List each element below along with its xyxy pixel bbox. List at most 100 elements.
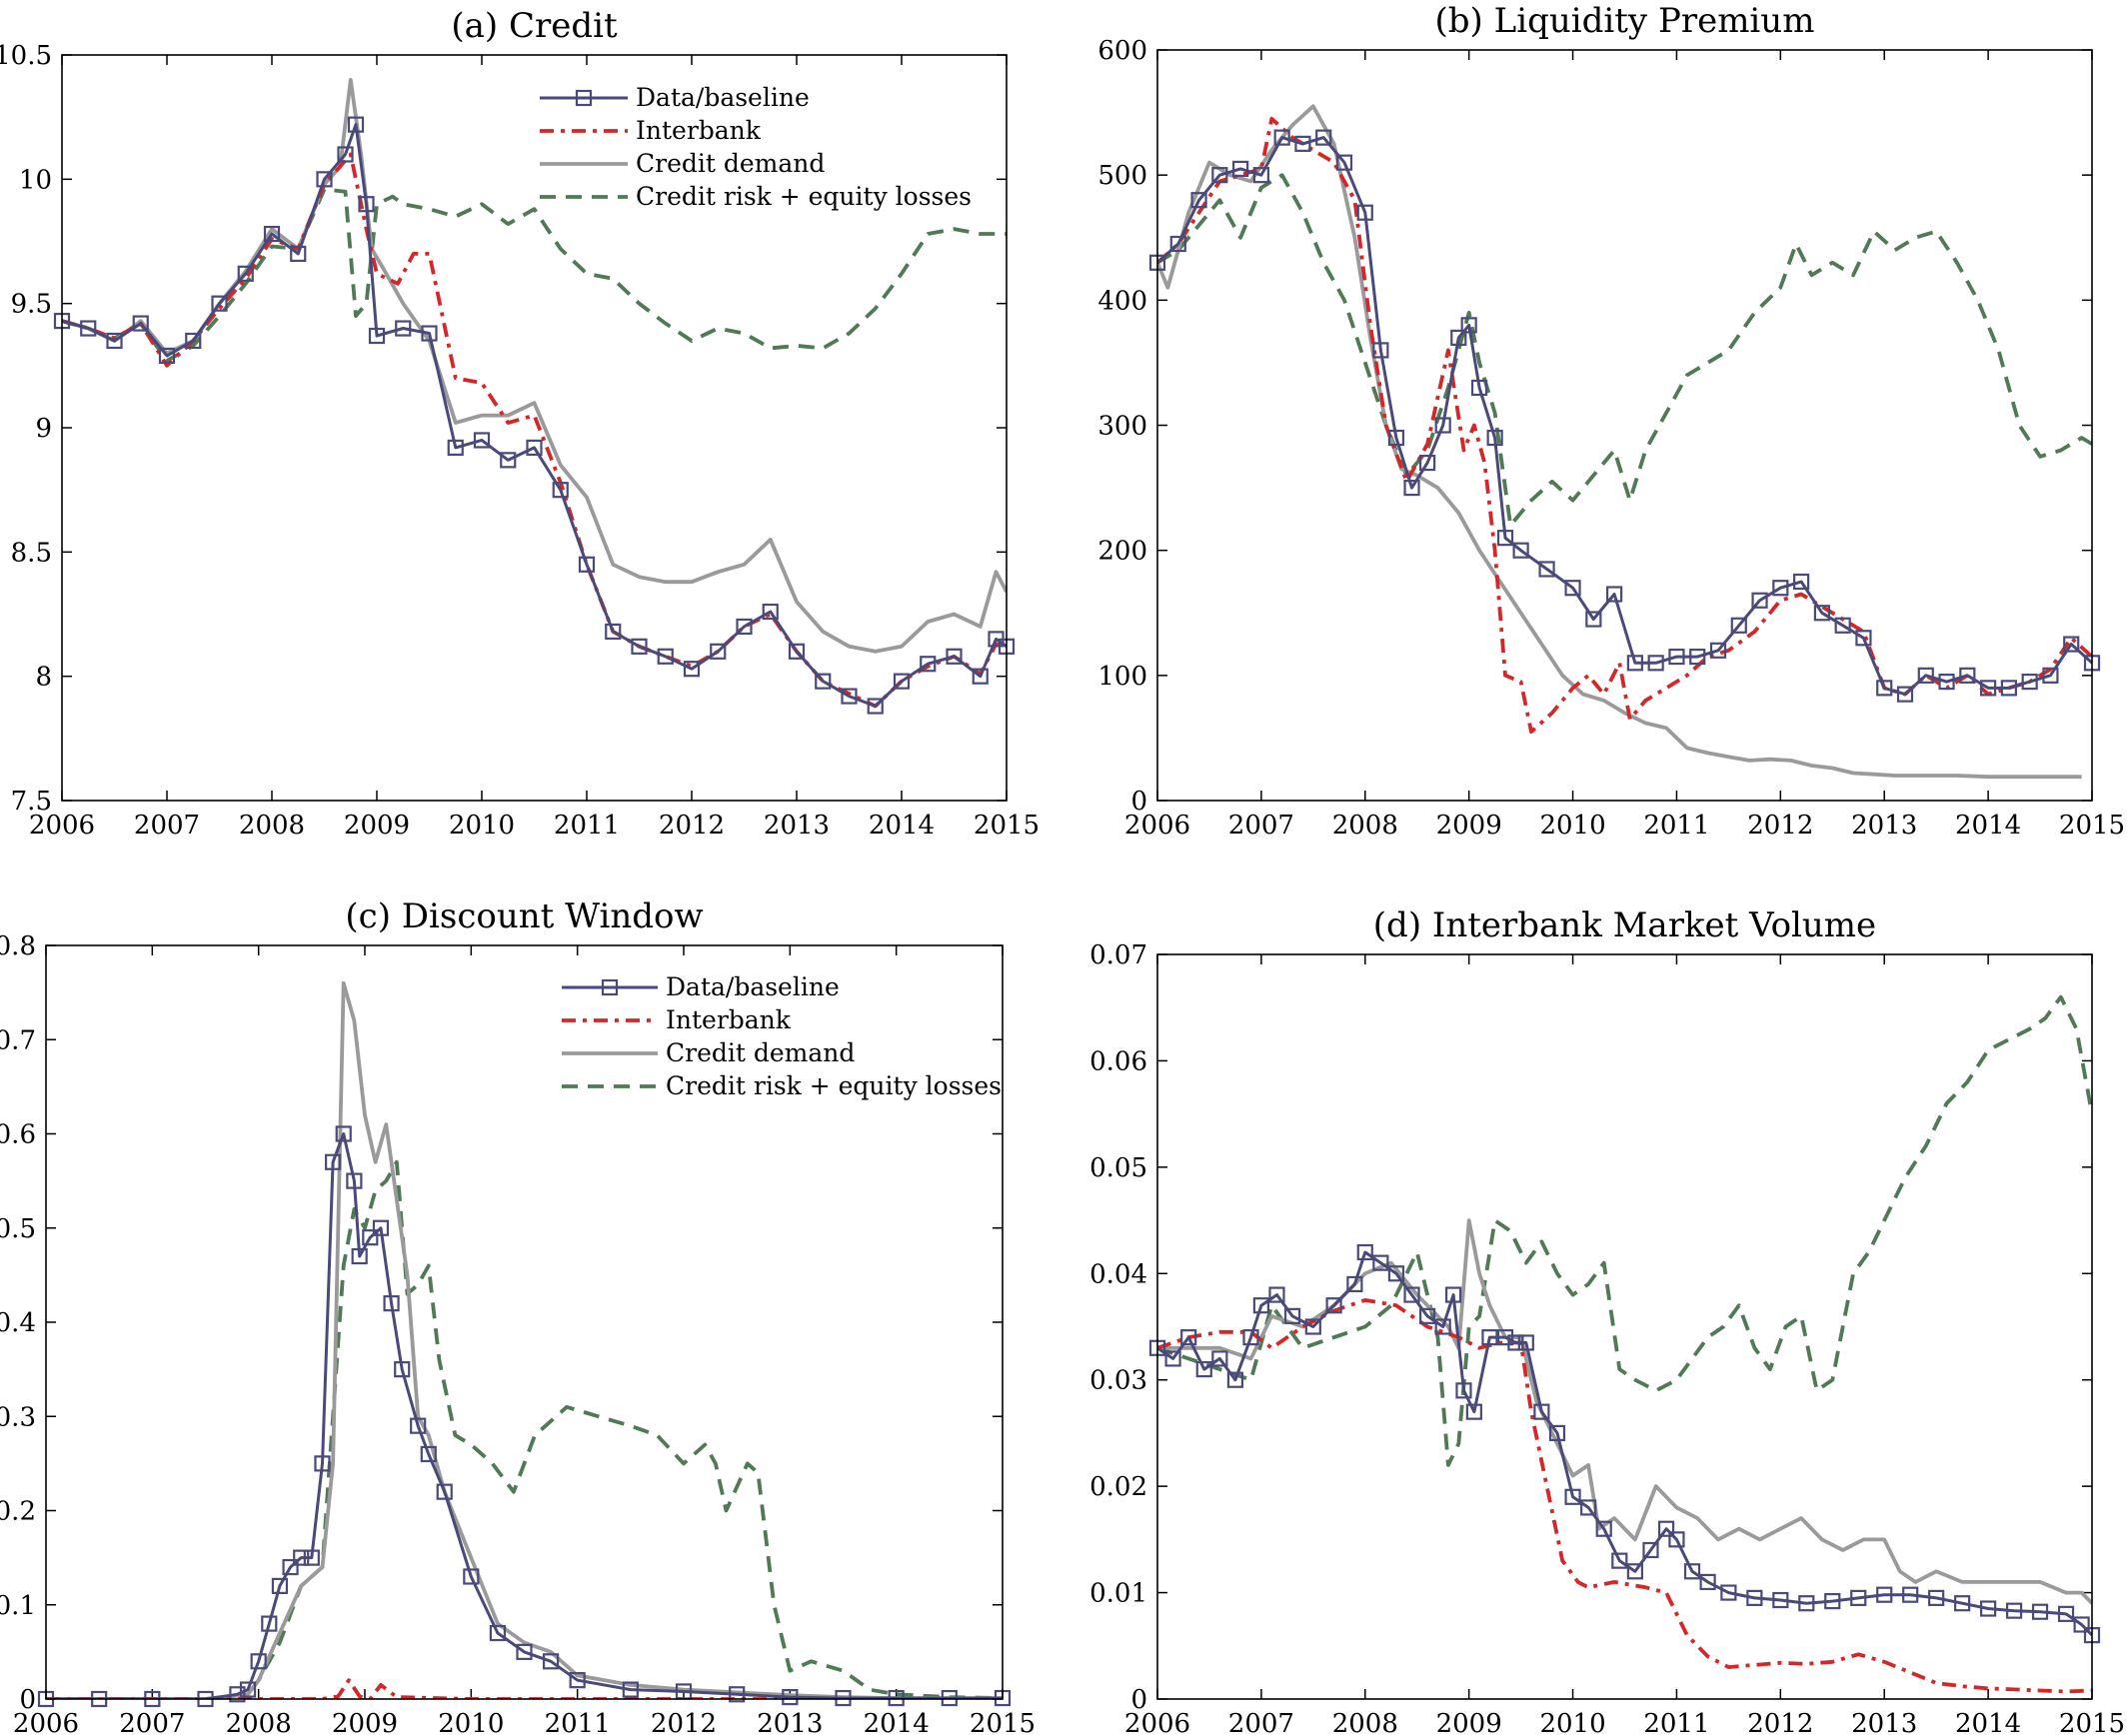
x-tick-label: 2013 xyxy=(757,1709,823,1736)
baseline-marker xyxy=(1517,1334,1534,1351)
x-tick-label: 2011 xyxy=(545,1709,611,1736)
x-tick-label: 2011 xyxy=(1643,811,1709,841)
baseline-marker xyxy=(1164,1350,1181,1367)
y-tick-label: 0.5 xyxy=(0,1214,36,1244)
y-tick-label: 100 xyxy=(1097,662,1147,692)
y-tick-label: 0.04 xyxy=(1089,1259,1147,1289)
chart-c: (c) Discount Window 2006 2007 2008 2009 2010 2… xyxy=(0,896,1036,1736)
x-tick-label: 2015 xyxy=(2059,811,2125,841)
baseline-marker xyxy=(351,1247,368,1265)
baseline-marker xyxy=(80,320,97,337)
x-tick-label: 2015 xyxy=(970,1709,1036,1736)
baseline-marker xyxy=(815,673,832,690)
y-tick-label: 0.4 xyxy=(0,1308,36,1338)
baseline-marker xyxy=(368,327,386,345)
baseline-marker xyxy=(762,603,779,621)
y-tick-label: 400 xyxy=(1097,286,1147,316)
baseline-marker xyxy=(463,1568,480,1585)
y-tick-label: 0.02 xyxy=(1089,1472,1147,1502)
x-tick-label: 2015 xyxy=(2059,1709,2125,1736)
x-tick-label: 2012 xyxy=(651,1709,717,1736)
baseline-marker xyxy=(2063,636,2080,653)
x-tick-label: 2008 xyxy=(1332,1709,1398,1736)
legend-label: Credit demand xyxy=(636,149,825,178)
baseline-marker xyxy=(1304,1318,1321,1335)
baseline-marker xyxy=(293,1549,310,1566)
baseline-marker xyxy=(271,1577,289,1595)
baseline-marker xyxy=(1533,1403,1550,1420)
baseline-marker xyxy=(1486,429,1503,447)
x-tick-label: 2012 xyxy=(1747,1709,1813,1736)
x-tick-label: 2006 xyxy=(29,811,95,841)
baseline-marker xyxy=(1606,586,1623,603)
baseline-marker xyxy=(920,656,937,673)
baseline-marker xyxy=(1746,1589,1763,1606)
baseline-marker xyxy=(1434,417,1451,434)
baseline-marker xyxy=(239,1681,257,1698)
baseline-marker xyxy=(1668,648,1685,666)
baseline-marker xyxy=(835,1689,852,1707)
baseline-marker xyxy=(250,1653,267,1670)
series-line-credit_risk xyxy=(1157,1218,2092,1605)
series-line-baseline xyxy=(1157,1250,2092,1637)
legend: Data/baseline Interbank Credit demand Credi… xyxy=(540,83,972,211)
baseline-marker xyxy=(1470,379,1488,397)
baseline-marker xyxy=(1460,317,1477,334)
baseline-marker xyxy=(325,1153,342,1170)
plot-frame xyxy=(1156,49,2093,802)
baseline-marker xyxy=(893,673,911,690)
y-tick-label: 500 xyxy=(1097,161,1147,191)
baseline-marker xyxy=(347,116,365,133)
baseline-marker xyxy=(1273,129,1290,146)
baseline-marker xyxy=(867,698,884,715)
baseline-marker xyxy=(2000,680,2017,697)
baseline-marker xyxy=(1455,1382,1472,1399)
legend-label: Credit risk + equity losses xyxy=(666,1071,1002,1100)
y-tick-label: 9.5 xyxy=(11,290,52,320)
baseline-marker xyxy=(1226,1371,1244,1388)
baseline-marker xyxy=(1959,667,1976,684)
x-tick-label: 2013 xyxy=(1851,811,1917,841)
x-tick-label: 2006 xyxy=(1124,811,1190,841)
baseline-marker xyxy=(1730,617,1747,634)
baseline-marker xyxy=(1232,160,1249,178)
y-tick-label: 300 xyxy=(1097,412,1147,442)
baseline-marker xyxy=(552,482,569,499)
baseline-marker xyxy=(1928,1589,1945,1606)
baseline-marker xyxy=(489,1624,507,1642)
chart-a: (a) Credit 2006 2007 2008 2009 2010 2011 2012 20… xyxy=(0,6,1040,841)
baseline-marker xyxy=(2073,1616,2090,1633)
baseline-marker xyxy=(736,618,753,636)
baseline-marker xyxy=(1387,1265,1405,1282)
series-line-baseline xyxy=(46,1132,1003,1699)
y-tick-label: 0.01 xyxy=(1089,1579,1147,1609)
baseline-marker xyxy=(1294,135,1311,152)
series-line-credit_demand xyxy=(46,1159,1003,1699)
legend-marker xyxy=(575,89,593,107)
baseline-marker xyxy=(788,643,806,660)
baseline-marker xyxy=(569,1672,586,1689)
baseline-marker xyxy=(335,1125,352,1142)
baseline-marker xyxy=(473,432,491,449)
baseline-marker xyxy=(1242,1329,1259,1346)
baseline-marker xyxy=(185,332,202,350)
baseline-marker xyxy=(542,1653,560,1670)
baseline-marker xyxy=(1850,1589,1867,1606)
baseline-marker xyxy=(1611,1552,1628,1569)
x-tick-label: 2012 xyxy=(1747,811,1813,841)
baseline-marker xyxy=(1481,1329,1498,1346)
y-tick-label: 8.5 xyxy=(11,538,52,568)
baseline-marker xyxy=(447,439,464,456)
baseline-marker xyxy=(1896,686,1914,703)
baseline-marker xyxy=(132,315,149,332)
baseline-marker xyxy=(1403,479,1420,497)
baseline-marker xyxy=(420,1445,437,1463)
x-tick-label: 2010 xyxy=(449,811,515,841)
baseline-marker xyxy=(1595,1520,1612,1537)
baseline-marker xyxy=(1403,1286,1420,1303)
baseline-marker xyxy=(394,1361,411,1378)
x-tick-label: 2009 xyxy=(1436,811,1502,841)
baseline-marker xyxy=(1419,454,1436,472)
baseline-marker xyxy=(1720,1584,1737,1601)
legend-marker xyxy=(601,978,619,996)
